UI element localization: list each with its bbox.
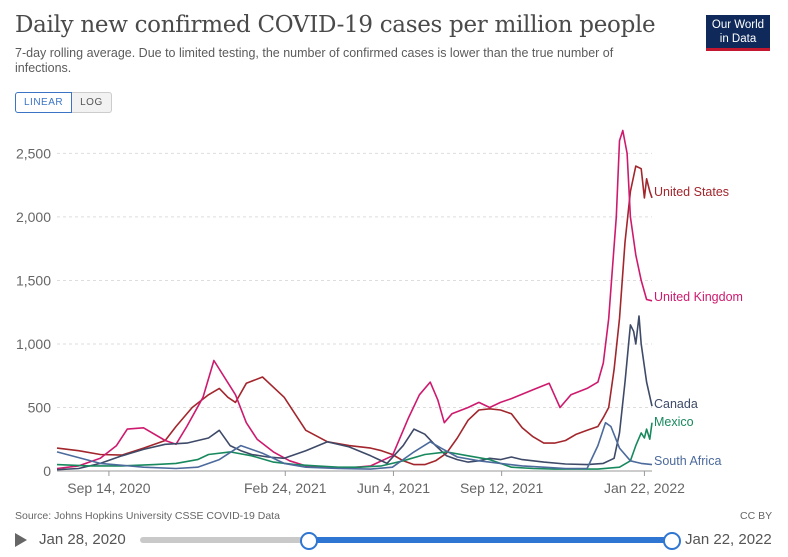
series-label[interactable]: United Kingdom: [654, 290, 743, 304]
y-tick-label: 1,500: [16, 272, 51, 288]
log-scale-button[interactable]: LOG: [72, 92, 112, 113]
timeline-selected-range: [307, 537, 670, 543]
x-tick-label: Sep 14, 2020: [67, 480, 151, 496]
y-tick-label: 0: [43, 463, 51, 479]
x-tick-label: Jan 22, 2022: [604, 480, 685, 496]
series-lines: [56, 129, 653, 471]
y-tick-label: 2,000: [16, 209, 51, 225]
x-axis: Sep 14, 2020 Feb 24, 2021 Jun 4, 2021 Sep 1…: [67, 471, 685, 496]
series-label[interactable]: United States: [654, 185, 729, 199]
timeline-end-label: Jan 22, 2022: [685, 531, 772, 548]
play-icon[interactable]: [15, 533, 27, 547]
timeline-end-handle[interactable]: [663, 532, 681, 550]
logo-line-1: Our World: [711, 19, 765, 31]
chart-title: Daily new confirmed COVID-19 cases per m…: [15, 12, 656, 38]
series-line-united-kingdom[interactable]: [56, 129, 653, 470]
series-label[interactable]: Mexico: [654, 415, 694, 429]
y-tick-label: 1,000: [16, 336, 51, 352]
license-badge[interactable]: CC BY: [740, 510, 773, 522]
owid-logo[interactable]: Our World in Data: [706, 15, 770, 51]
y-tick-label: 500: [28, 399, 52, 415]
scale-toggle: LINEAR LOG: [15, 92, 112, 113]
timeline-start-label: Jan 28, 2020: [39, 531, 126, 548]
timeline-start-handle[interactable]: [300, 532, 318, 550]
x-tick-label: Feb 24, 2021: [244, 480, 327, 496]
chart-subtitle: 7-day rolling average. Due to limited te…: [15, 46, 614, 75]
chart-grid: [57, 152, 652, 472]
linear-scale-button[interactable]: LINEAR: [15, 92, 73, 113]
series-labels: United States United Kingdom Canada Mexico S…: [654, 185, 743, 468]
series-line-south-africa[interactable]: [56, 421, 653, 470]
x-tick-label: Jun 4, 2021: [357, 480, 430, 496]
timeline: Jan 28, 2020 Jan 22, 2022: [15, 528, 775, 552]
x-tick-label: Sep 12, 2021: [460, 480, 544, 496]
series-label[interactable]: South Africa: [654, 454, 721, 468]
source-note: Source: Johns Hopkins University CSSE CO…: [15, 510, 280, 522]
series-line-united-states[interactable]: [56, 165, 653, 466]
series-line-mexico[interactable]: [56, 422, 653, 470]
line-chart: 0 500 1,000 1,500 2,000 2,500 Sep 14, 2020 Feb…: [16, 129, 743, 496]
y-tick-label: 2,500: [16, 145, 51, 161]
logo-line-2: in Data: [719, 33, 757, 45]
series-label[interactable]: Canada: [654, 397, 698, 411]
y-axis: 0 500 1,000 1,500 2,000 2,500: [16, 145, 51, 479]
